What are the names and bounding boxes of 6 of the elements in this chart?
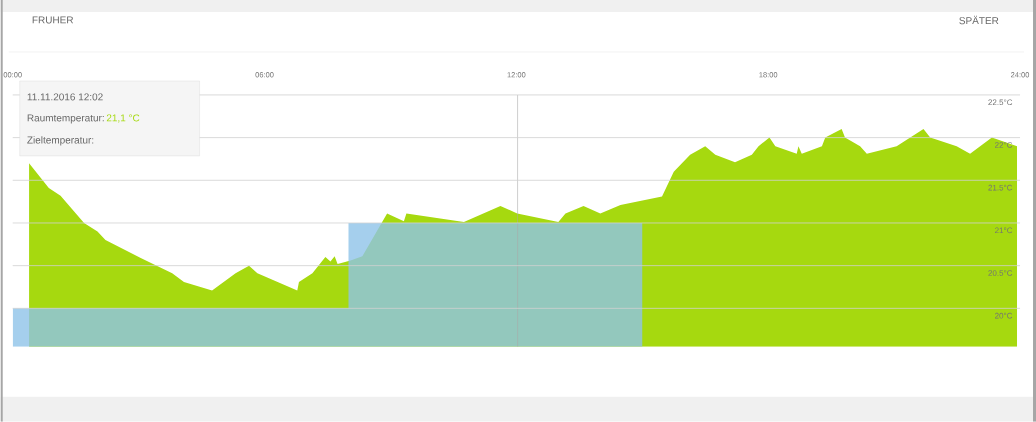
annotation: 11.11.2016 12:02 <box>27 93 103 101</box>
annotation: Raumtemperatur: <box>27 114 104 124</box>
annotation: Zieltemperatur: <box>27 136 94 146</box>
annotation: 21,1 °C <box>106 114 140 123</box>
text: SPÄTER <box>959 15 999 25</box>
text: FRUHER <box>32 16 74 24</box>
